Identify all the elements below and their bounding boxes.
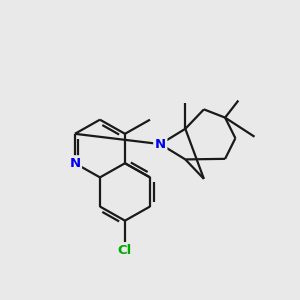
Text: Cl: Cl bbox=[118, 244, 132, 256]
Text: N: N bbox=[155, 138, 166, 151]
Text: N: N bbox=[69, 157, 80, 170]
